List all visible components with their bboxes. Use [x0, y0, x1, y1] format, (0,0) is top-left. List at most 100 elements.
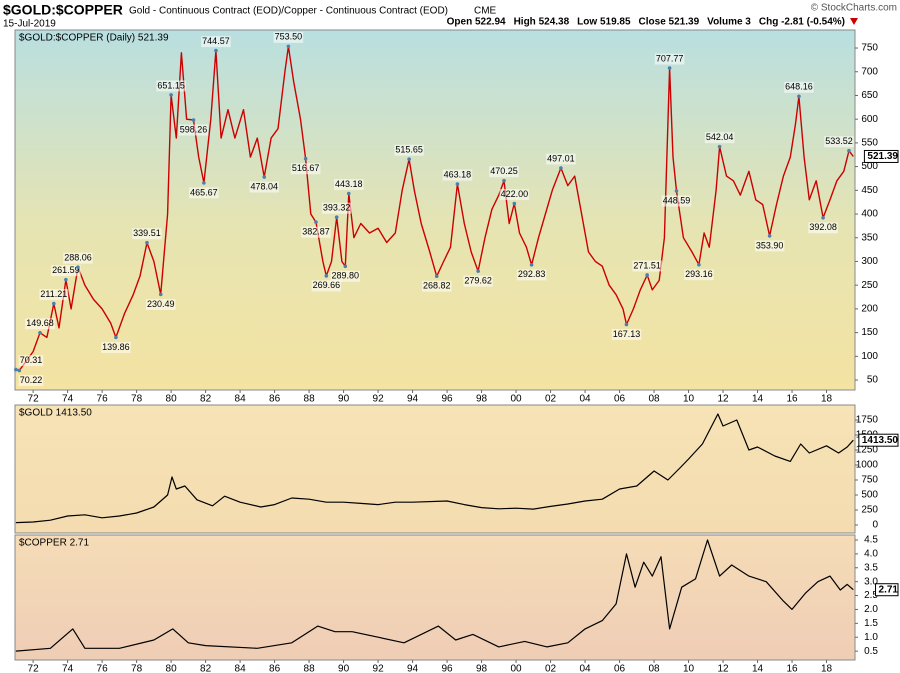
annotation-box — [189, 187, 219, 199]
y-tick-label: 600 — [861, 114, 878, 125]
annotation: 230.49 — [147, 299, 175, 309]
annotation-box — [290, 163, 321, 175]
x-tick-label: 72 — [28, 664, 40, 673]
quote-field: Low 519.85 — [577, 17, 631, 28]
x-tick-label: 12 — [717, 394, 729, 405]
annotation: 744.57 — [202, 36, 230, 46]
annotation-box — [654, 53, 685, 65]
annotation-marker — [303, 156, 308, 161]
x-tick-label: 82 — [200, 394, 212, 405]
quote-field: High 524.38 — [514, 17, 570, 28]
last-value-label: 2.71 — [879, 584, 899, 595]
annotation: 279.62 — [464, 276, 492, 286]
y-tick-label: 1.5 — [864, 618, 878, 629]
annotation-marker — [847, 148, 851, 153]
last-value-box — [875, 583, 899, 597]
annotation-box — [442, 169, 473, 181]
annotation-box — [611, 328, 642, 340]
annotation-marker — [717, 144, 722, 149]
x-tick-label: 80 — [166, 664, 178, 673]
x-tick-label: 98 — [476, 664, 488, 673]
annotation: 707.77 — [656, 53, 684, 63]
annotation: 533.52 — [825, 136, 853, 146]
annotation: 293.16 — [685, 269, 713, 279]
annotation: 392.08 — [809, 222, 837, 232]
annotation: 516.67 — [292, 163, 320, 173]
x-tick-label: 86 — [269, 394, 281, 405]
x-tick-label: 16 — [786, 664, 798, 673]
annotation: 648.16 — [785, 82, 813, 92]
date: 15-Jul-2019 — [3, 19, 56, 30]
annotation: 478.04 — [250, 181, 278, 191]
annotation-marker — [645, 273, 649, 277]
annotation: 465.67 — [190, 187, 218, 197]
x-tick-label: 72 — [28, 394, 40, 405]
annotation-marker — [674, 189, 679, 193]
annotation: 542.04 — [706, 132, 734, 142]
y-tick-label: 250 — [861, 505, 878, 516]
x-tick-label: 92 — [373, 394, 385, 405]
annotation-box — [178, 124, 209, 136]
x-tick-label: 04 — [579, 664, 591, 673]
annotation-marker — [158, 292, 163, 297]
annotation-box — [145, 298, 176, 310]
quote: Chg -2.81 (-0.54%) Volume 3 Close 521.39 Lo… — [447, 17, 845, 28]
quote-field: Volume 3 — [707, 17, 751, 28]
annotation: 167.13 — [613, 329, 641, 339]
annotation-box — [516, 269, 547, 281]
y-tick-label: 2.5 — [864, 590, 878, 601]
y-tick-label: 1.0 — [864, 632, 878, 643]
y-tick-label: 650 — [861, 90, 878, 101]
panel-title: $COPPER 2.71 — [19, 538, 89, 549]
description: Gold - Continuous Contract (EOD)/Copper … — [129, 6, 448, 17]
annotation: 515.65 — [395, 145, 423, 155]
y-tick-label: 4.0 — [864, 549, 878, 560]
annotation-box — [704, 132, 735, 144]
x-tick-label: 86 — [269, 664, 281, 673]
quote-field: Close 521.39 — [639, 17, 700, 28]
x-tick-label: 80 — [166, 394, 178, 405]
x-tick-label: 06 — [614, 394, 626, 405]
x-tick-label: 18 — [821, 394, 833, 405]
panel-title: $GOLD 1413.50 — [19, 408, 92, 419]
annotation-marker — [202, 181, 206, 185]
annotation-box — [808, 222, 838, 234]
y-tick-label: 0.5 — [864, 646, 878, 657]
annotation-marker — [214, 48, 218, 53]
y-tick-label: 400 — [861, 209, 878, 220]
x-tick-label: 92 — [373, 664, 385, 673]
annotation-marker — [76, 265, 80, 269]
annotation-marker — [14, 367, 18, 372]
annotation: 422.00 — [501, 189, 529, 199]
annotation-box — [132, 228, 162, 240]
annotation: 211.21 — [40, 289, 67, 299]
symbol: $GOLD:$COPPER — [3, 2, 123, 18]
annotation-box — [421, 280, 452, 292]
x-tick-label: 14 — [752, 664, 764, 673]
annotation: 149.68 — [26, 318, 54, 328]
annotation: 443.18 — [335, 179, 363, 189]
y-tick-label: 500 — [861, 490, 878, 501]
last-value-box — [863, 149, 899, 163]
y-tick-label: 350 — [861, 232, 878, 243]
x-tick-label: 90 — [338, 664, 350, 673]
annotation-marker — [667, 66, 672, 70]
annotation-box — [546, 153, 576, 165]
annotation-marker — [17, 368, 22, 373]
y-tick-label: 450 — [861, 185, 878, 196]
x-tick-label: 94 — [407, 664, 419, 673]
annotation: 353.90 — [756, 240, 784, 250]
y-tick-label: 550 — [861, 138, 878, 149]
x-tick-label: 16 — [786, 394, 798, 405]
annotation-marker — [529, 263, 534, 267]
y-tick-label: 300 — [861, 256, 878, 267]
x-tick-label: 76 — [97, 394, 109, 405]
annotation-marker — [407, 157, 411, 161]
annotation-box — [156, 80, 186, 92]
annotation-box — [463, 275, 493, 287]
annotation-marker — [64, 277, 68, 282]
annotation-box — [201, 36, 231, 48]
annotation-marker — [262, 175, 267, 179]
x-tick-label: 14 — [752, 394, 764, 405]
